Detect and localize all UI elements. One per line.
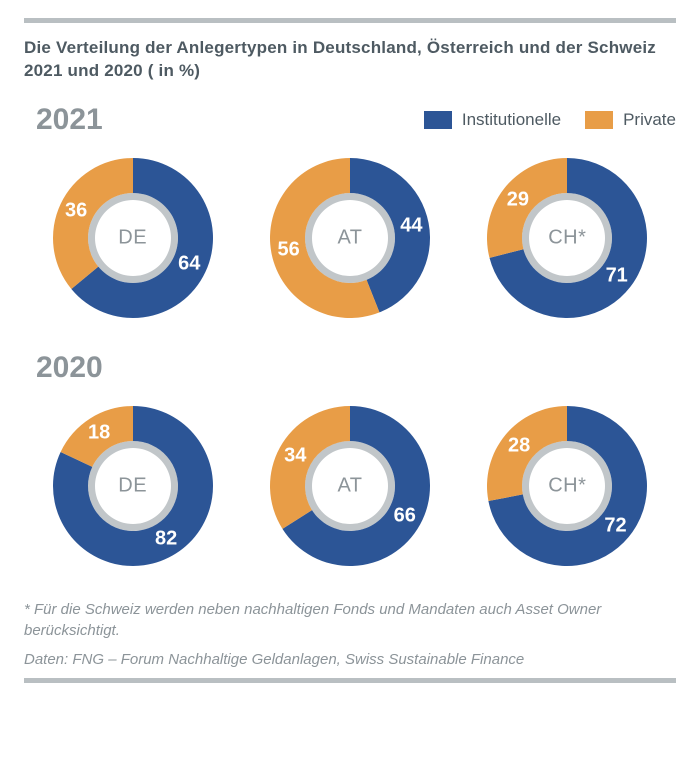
footnote: * Für die Schweiz werden neben nachhalti…: [24, 599, 676, 641]
donut-center-label: AT: [337, 474, 362, 497]
donut-at: AT 66 34: [255, 391, 445, 581]
legend-label-inst: Institutionelle: [462, 110, 561, 130]
donut-row-2021: DE 64 36 AT 44 56 CH* 71 29: [24, 143, 676, 333]
donut-ch: CH* 72 28: [472, 391, 662, 581]
year-label-2021: 2021: [36, 103, 103, 137]
donut-center-label: CH*: [548, 226, 586, 249]
donut-at: AT 44 56: [255, 143, 445, 333]
data-source: Daten: FNG – Forum Nachhaltige Geldanlag…: [24, 651, 676, 668]
value-label-priv: 34: [284, 444, 306, 467]
swatch-inst: [424, 111, 452, 129]
value-label-inst: 66: [394, 504, 416, 527]
value-label-priv: 56: [277, 238, 299, 261]
donut-row-2020: DE 82 18 AT 66 34 CH* 72 28: [24, 391, 676, 581]
legend: Institutionelle Private: [424, 110, 676, 130]
value-label-priv: 28: [508, 435, 530, 458]
value-label-priv: 29: [507, 188, 529, 211]
swatch-priv: [585, 111, 613, 129]
year-label-2020: 2020: [36, 351, 676, 385]
value-label-priv: 18: [88, 422, 110, 445]
value-label-inst: 64: [178, 253, 200, 276]
chart-title: Die Verteilung der Anlegertypen in Deuts…: [24, 37, 676, 83]
donut-ch: CH* 71 29: [472, 143, 662, 333]
legend-row: 2021 Institutionelle Private: [24, 103, 676, 137]
donut-center-label: AT: [337, 226, 362, 249]
value-label-inst: 44: [400, 215, 422, 238]
donut-center-label: CH*: [548, 474, 586, 497]
top-rule: [24, 18, 676, 23]
donut-center-label: DE: [118, 474, 147, 497]
donut-de: DE 82 18: [38, 391, 228, 581]
value-label-inst: 82: [155, 527, 177, 550]
donut-de: DE 64 36: [38, 143, 228, 333]
value-label-priv: 36: [65, 200, 87, 223]
legend-item-priv: Private: [585, 110, 676, 130]
donut-center-label: DE: [118, 226, 147, 249]
legend-label-priv: Private: [623, 110, 676, 130]
value-label-inst: 72: [604, 514, 626, 537]
chart-container: Die Verteilung der Anlegertypen in Deuts…: [0, 0, 700, 701]
legend-item-inst: Institutionelle: [424, 110, 561, 130]
bottom-rule: [24, 678, 676, 683]
value-label-inst: 71: [606, 265, 628, 288]
